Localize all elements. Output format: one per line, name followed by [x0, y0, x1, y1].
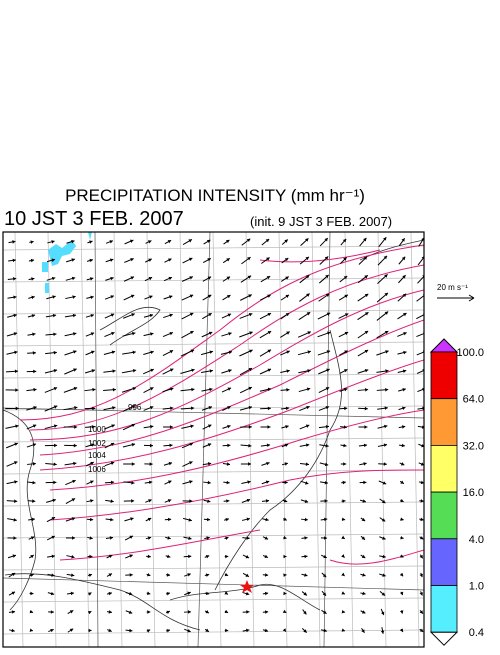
map-background — [3, 232, 424, 647]
colorbar-label: 16.0 — [463, 487, 484, 499]
colorbar-segment — [431, 539, 457, 586]
colorbar-segment — [431, 492, 457, 539]
colorbar-label: 4.0 — [469, 534, 484, 546]
colorbar-under — [431, 632, 457, 645]
init-time: (init. 9 JST 3 FEB. 2007) — [250, 214, 392, 229]
scale-label: 20 m s⁻¹ — [437, 283, 468, 292]
isobar-label: 1004 — [88, 451, 106, 460]
isobar-label: 1000 — [88, 425, 106, 434]
colorbar-label: 32.0 — [463, 440, 484, 452]
colorbar-label: 100.0 — [456, 347, 484, 359]
colorbar-segment — [431, 586, 457, 633]
colorbar-label: 1.0 — [469, 581, 484, 593]
isobar-label: 996 — [128, 403, 142, 412]
title: PRECIPITATION INTENSITY (mm hr⁻¹) — [65, 186, 365, 205]
colorbar-segment — [431, 445, 457, 492]
isobar-label: 1002 — [88, 439, 106, 448]
isobar-label: 1006 — [88, 465, 106, 474]
valid-time: 10 JST 3 FEB. 2007 — [4, 208, 184, 230]
scale-arrow — [437, 295, 474, 301]
colorbar-over — [431, 339, 457, 352]
colorbar-segment — [431, 352, 457, 399]
colorbar-label: 0.4 — [469, 627, 484, 639]
colorbar: 100.0 64.0 32.0 16.0 4.0 1.0 0.4 — [431, 339, 484, 645]
colorbar-label: 64.0 — [463, 394, 484, 406]
map: 996 1000 1002 1004 1006 — [3, 232, 427, 647]
colorbar-segment — [431, 399, 457, 446]
